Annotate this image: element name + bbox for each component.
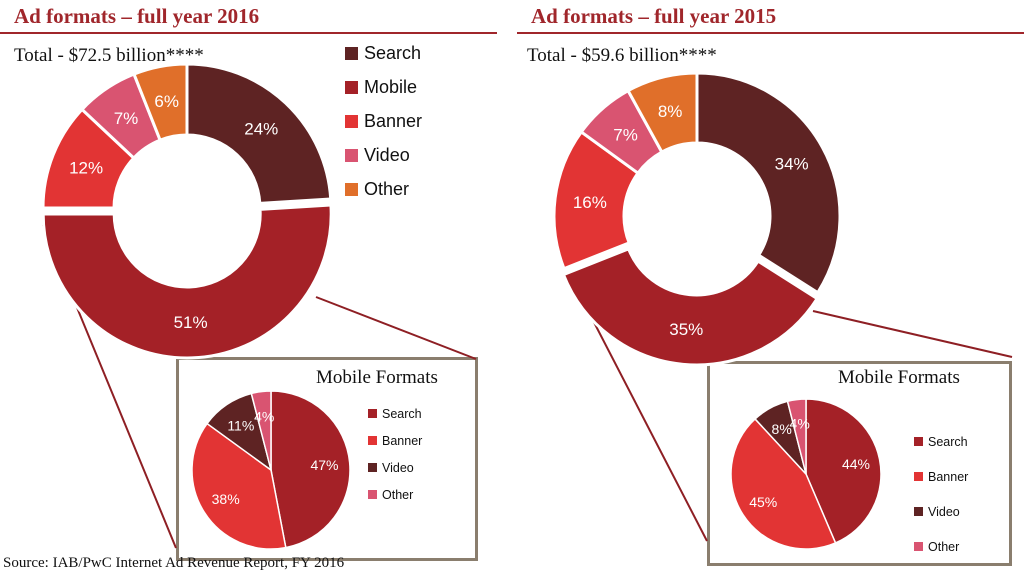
legend-label: Banner (928, 469, 969, 484)
pie-slice-other (250, 390, 272, 471)
legend-swatch (368, 436, 377, 445)
legend-item-video: Video (345, 138, 422, 172)
pie-chart-1: 47% 38% 11%4% (191, 390, 351, 550)
legend-label: Other (928, 539, 960, 554)
mobile-formats-2016-title: Mobile Formats (316, 367, 438, 388)
legend-item-mobile: Mobile (345, 70, 422, 104)
data-label: 51% (174, 313, 208, 332)
legend-label: Search (382, 406, 422, 421)
pie-slice-mobile (561, 246, 820, 367)
legend-item-search: Search (345, 36, 422, 70)
legend-label: Mobile (364, 76, 418, 97)
pie-chart-2: 34% 35% 16% 7% 8% (552, 71, 842, 367)
pie-slice-other (132, 62, 189, 143)
legend-item-banner: Banner (345, 104, 422, 138)
legend-label: Search (928, 434, 968, 449)
legend-swatch (345, 80, 358, 94)
legend-label: Video (382, 460, 414, 475)
data-label: 16% (573, 193, 607, 212)
pie-slice-other (626, 71, 699, 155)
leader-line (812, 310, 1013, 358)
legend-label: Video (928, 504, 960, 519)
data-label: 8% (658, 102, 683, 121)
data-label: 47% (310, 457, 338, 473)
legend-label: Banner (382, 433, 423, 448)
pie-slice-banner (730, 417, 837, 550)
pie-slice-search (695, 71, 842, 295)
leader-line (315, 296, 477, 360)
data-label: 38% (212, 491, 240, 507)
pie-chart-0: 24% 51% 12% 7% 6% (41, 62, 333, 360)
legend-item-search: Search (914, 424, 968, 459)
data-label: 12% (69, 159, 103, 178)
legend-label: Other (382, 487, 414, 502)
panel-2015-total: Total - $59.6 billion**** (527, 45, 717, 66)
source-note: Source: IAB/PwC Internet Ad Revenue Repo… (3, 555, 345, 571)
data-label: 34% (775, 154, 809, 173)
data-label: 35% (669, 320, 703, 339)
pie-slice-mobile (41, 203, 333, 360)
mobile-formats-2015-title: Mobile Formats (838, 367, 960, 388)
legend-swatch (914, 542, 923, 551)
legend-item-search: Search (368, 400, 422, 427)
legend-label: Video (364, 144, 410, 165)
legend-swatch (368, 409, 377, 418)
legend-item-video: Video (914, 494, 968, 529)
legend-swatch (345, 182, 358, 196)
pie-slice-banner (191, 422, 287, 550)
pie-slice-search (185, 62, 333, 206)
main-legend: Search Mobile Banner Video Other (345, 36, 422, 206)
pie-chart-3: 44% 45% 8%4% (730, 398, 882, 550)
legend-swatch (368, 463, 377, 472)
panel-2016-title: Ad formats – full year 2016 (14, 4, 260, 28)
legend-item-video: Video (368, 454, 422, 481)
data-label: 6% (154, 92, 179, 111)
data-label: 4% (790, 415, 810, 431)
data-label: 45% (749, 494, 777, 510)
data-label: 7% (613, 125, 638, 144)
legend-swatch (914, 437, 923, 446)
legend-label: Banner (364, 110, 423, 131)
data-label: 7% (114, 109, 139, 128)
legend-swatch (914, 507, 923, 516)
legend-swatch (914, 472, 923, 481)
mobile-formats-2015-legend: Search Banner Video Other (914, 424, 968, 564)
legend-label: Search (364, 42, 422, 63)
legend-item-other: Other (914, 529, 968, 564)
panel-2015-title: Ad formats – full year 2015 (531, 4, 777, 28)
pie-slice-search (805, 398, 882, 544)
legend-swatch (345, 148, 358, 162)
legend-item-other: Other (368, 481, 422, 508)
mobile-formats-2016-legend: Search Banner Video Other (368, 400, 422, 508)
legend-label: Other (364, 178, 410, 199)
pie-slice-other (786, 398, 807, 475)
legend-item-banner: Banner (914, 459, 968, 494)
data-label: 44% (842, 456, 870, 472)
legend-swatch (368, 490, 377, 499)
data-label: 4% (254, 409, 274, 425)
legend-item-other: Other (345, 172, 422, 206)
legend-swatch (345, 114, 358, 128)
panel-2016-total: Total - $72.5 billion**** (14, 45, 204, 66)
pie-slice-search (270, 390, 351, 549)
legend-swatch (345, 46, 358, 60)
panel-2016-title-rule (0, 32, 497, 34)
data-label: 24% (244, 119, 278, 138)
data-label: 8% (772, 421, 792, 437)
data-label: 11% (227, 418, 254, 434)
legend-item-banner: Banner (368, 427, 422, 454)
panel-2015-title-rule (517, 32, 1024, 34)
